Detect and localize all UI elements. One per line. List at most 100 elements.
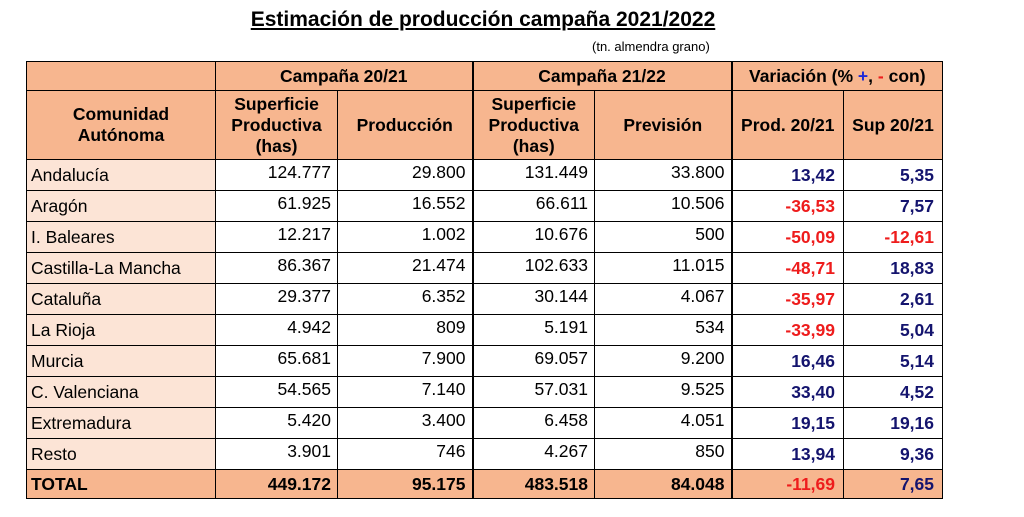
total-var-sup: 7,65 — [842, 469, 944, 499]
cell-prevision: 33.800 — [594, 159, 732, 191]
cell-var-prod: -36,53 — [730, 190, 844, 222]
header-empty-cell — [26, 61, 216, 91]
table-row: Castilla-La Mancha 86.367 21.474 102.633 11.… — [26, 252, 944, 284]
table-row: Cataluña 29.377 6.352 30.144 4.067 -35,97 2,61 — [26, 283, 944, 315]
header-campana-2122: Campaña 21/22 — [471, 61, 732, 91]
cell-sup2021: 12.217 — [215, 221, 338, 253]
region-name: C. Valenciana — [26, 376, 216, 408]
cell-sup2122: 102.633 — [471, 252, 595, 284]
cell-prevision: 9.200 — [594, 345, 732, 377]
cell-prod2021: 29.800 — [337, 159, 473, 191]
cell-sup2122: 69.057 — [471, 345, 595, 377]
total-row: TOTAL 449.172 95.175 483.518 84.048 -11,… — [26, 469, 944, 499]
header-superficie-2021: Superficie Productiva (has) — [215, 90, 338, 160]
cell-prod2021: 1.002 — [337, 221, 473, 253]
cell-prevision: 534 — [594, 314, 732, 346]
cell-var-prod: 13,94 — [730, 438, 844, 470]
header-sup-var: Sup 20/21 — [842, 90, 944, 160]
page-title: Estimación de producción campaña 2021/20… — [250, 8, 716, 31]
production-table: Campaña 20/21 Campaña 21/22 Variación (%… — [26, 61, 944, 499]
cell-sup2122: 4.267 — [471, 438, 595, 470]
cell-var-sup: 5,14 — [842, 345, 944, 377]
cell-sup2122: 10.676 — [471, 221, 595, 253]
cell-prevision: 850 — [594, 438, 732, 470]
cell-sup2122: 6.458 — [471, 407, 595, 439]
cell-var-prod: 16,46 — [730, 345, 844, 377]
region-name: La Rioja — [26, 314, 216, 346]
cell-var-sup: 2,61 — [842, 283, 944, 315]
cell-sup2122: 57.031 — [471, 376, 595, 408]
header-row-columns: Comunidad Autónoma Superficie Productiva… — [26, 90, 944, 160]
cell-var-sup: 19,16 — [842, 407, 944, 439]
cell-var-sup: 18,83 — [842, 252, 944, 284]
cell-sup2021: 61.925 — [215, 190, 338, 222]
region-name: Castilla-La Mancha — [26, 252, 216, 284]
cell-sup2021: 4.942 — [215, 314, 338, 346]
cell-prod2021: 16.552 — [337, 190, 473, 222]
cell-var-prod: -50,09 — [730, 221, 844, 253]
cell-sup2021: 29.377 — [215, 283, 338, 315]
cell-prod2021: 746 — [337, 438, 473, 470]
cell-sup2021: 65.681 — [215, 345, 338, 377]
cell-var-sup: 7,57 — [842, 190, 944, 222]
header-superficie-2122: Superficie Productiva (has) — [471, 90, 595, 160]
cell-var-sup: 9,36 — [842, 438, 944, 470]
region-name: Cataluña — [26, 283, 216, 315]
region-name: Murcia — [26, 345, 216, 377]
cell-prod2021: 21.474 — [337, 252, 473, 284]
cell-sup2021: 3.901 — [215, 438, 338, 470]
table-row: C. Valenciana 54.565 7.140 57.031 9.525 33,40… — [26, 376, 944, 408]
total-sup2021: 449.172 — [215, 469, 338, 499]
cell-prod2021: 6.352 — [337, 283, 473, 315]
cell-prevision: 10.506 — [594, 190, 732, 222]
cell-var-prod: -33,99 — [730, 314, 844, 346]
cell-var-sup: 5,35 — [842, 159, 944, 191]
minus-symbol: - — [877, 65, 884, 86]
cell-sup2122: 5.191 — [471, 314, 595, 346]
cell-sup2122: 131.449 — [471, 159, 595, 191]
cell-sup2122: 66.611 — [471, 190, 595, 222]
cell-prevision: 9.525 — [594, 376, 732, 408]
cell-var-prod: 13,42 — [730, 159, 844, 191]
cell-prod2021: 3.400 — [337, 407, 473, 439]
table-row: Aragón 61.925 16.552 66.611 10.506 -36,53 7,57 — [26, 190, 944, 222]
total-prevision: 84.048 — [594, 469, 732, 499]
cell-prevision: 11.015 — [594, 252, 732, 284]
table-row: La Rioja 4.942 809 5.191 534 -33,99 5,04 — [26, 314, 944, 346]
cell-prod2021: 7.140 — [337, 376, 473, 408]
region-name: Andalucía — [26, 159, 216, 191]
cell-var-prod: 33,40 — [730, 376, 844, 408]
cell-var-prod: -35,97 — [730, 283, 844, 315]
plus-symbol: + — [857, 65, 869, 86]
table-row: Murcia 65.681 7.900 69.057 9.200 16,46 5,14 — [26, 345, 944, 377]
header-prod-var: Prod. 20/21 — [730, 90, 844, 160]
header-comunidad: Comunidad Autónoma — [26, 90, 216, 160]
header-produccion: Producción — [337, 90, 473, 160]
cell-sup2021: 54.565 — [215, 376, 338, 408]
table-row: I. Baleares 12.217 1.002 10.676 500 -50,09 -12… — [26, 221, 944, 253]
cell-sup2021: 5.420 — [215, 407, 338, 439]
cell-prevision: 4.051 — [594, 407, 732, 439]
cell-var-sup: 4,52 — [842, 376, 944, 408]
header-campana-2021: Campaña 20/21 — [215, 61, 473, 91]
cell-var-sup: 5,04 — [842, 314, 944, 346]
header-row-groups: Campaña 20/21 Campaña 21/22 Variación (%… — [26, 61, 944, 91]
table-row: Andalucía 124.777 29.800 131.449 33.800 13,42… — [26, 159, 944, 191]
cell-var-sup: -12,61 — [842, 221, 944, 253]
region-name: Aragón — [26, 190, 216, 222]
total-sup2122: 483.518 — [471, 469, 595, 499]
total-label: TOTAL — [26, 469, 216, 499]
region-name: Resto — [26, 438, 216, 470]
header-variacion: Variación (% +, - con) — [730, 61, 944, 91]
cell-sup2021: 86.367 — [215, 252, 338, 284]
cell-prevision: 4.067 — [594, 283, 732, 315]
cell-sup2122: 30.144 — [471, 283, 595, 315]
region-name: Extremadura — [26, 407, 216, 439]
cell-prevision: 500 — [594, 221, 732, 253]
total-var-prod: -11,69 — [730, 469, 844, 499]
cell-var-prod: 19,15 — [730, 407, 844, 439]
table-row: Resto 3.901 746 4.267 850 13,94 9,36 — [26, 438, 944, 470]
header-prevision: Previsión — [594, 90, 732, 160]
cell-prod2021: 7.900 — [337, 345, 473, 377]
cell-prod2021: 809 — [337, 314, 473, 346]
